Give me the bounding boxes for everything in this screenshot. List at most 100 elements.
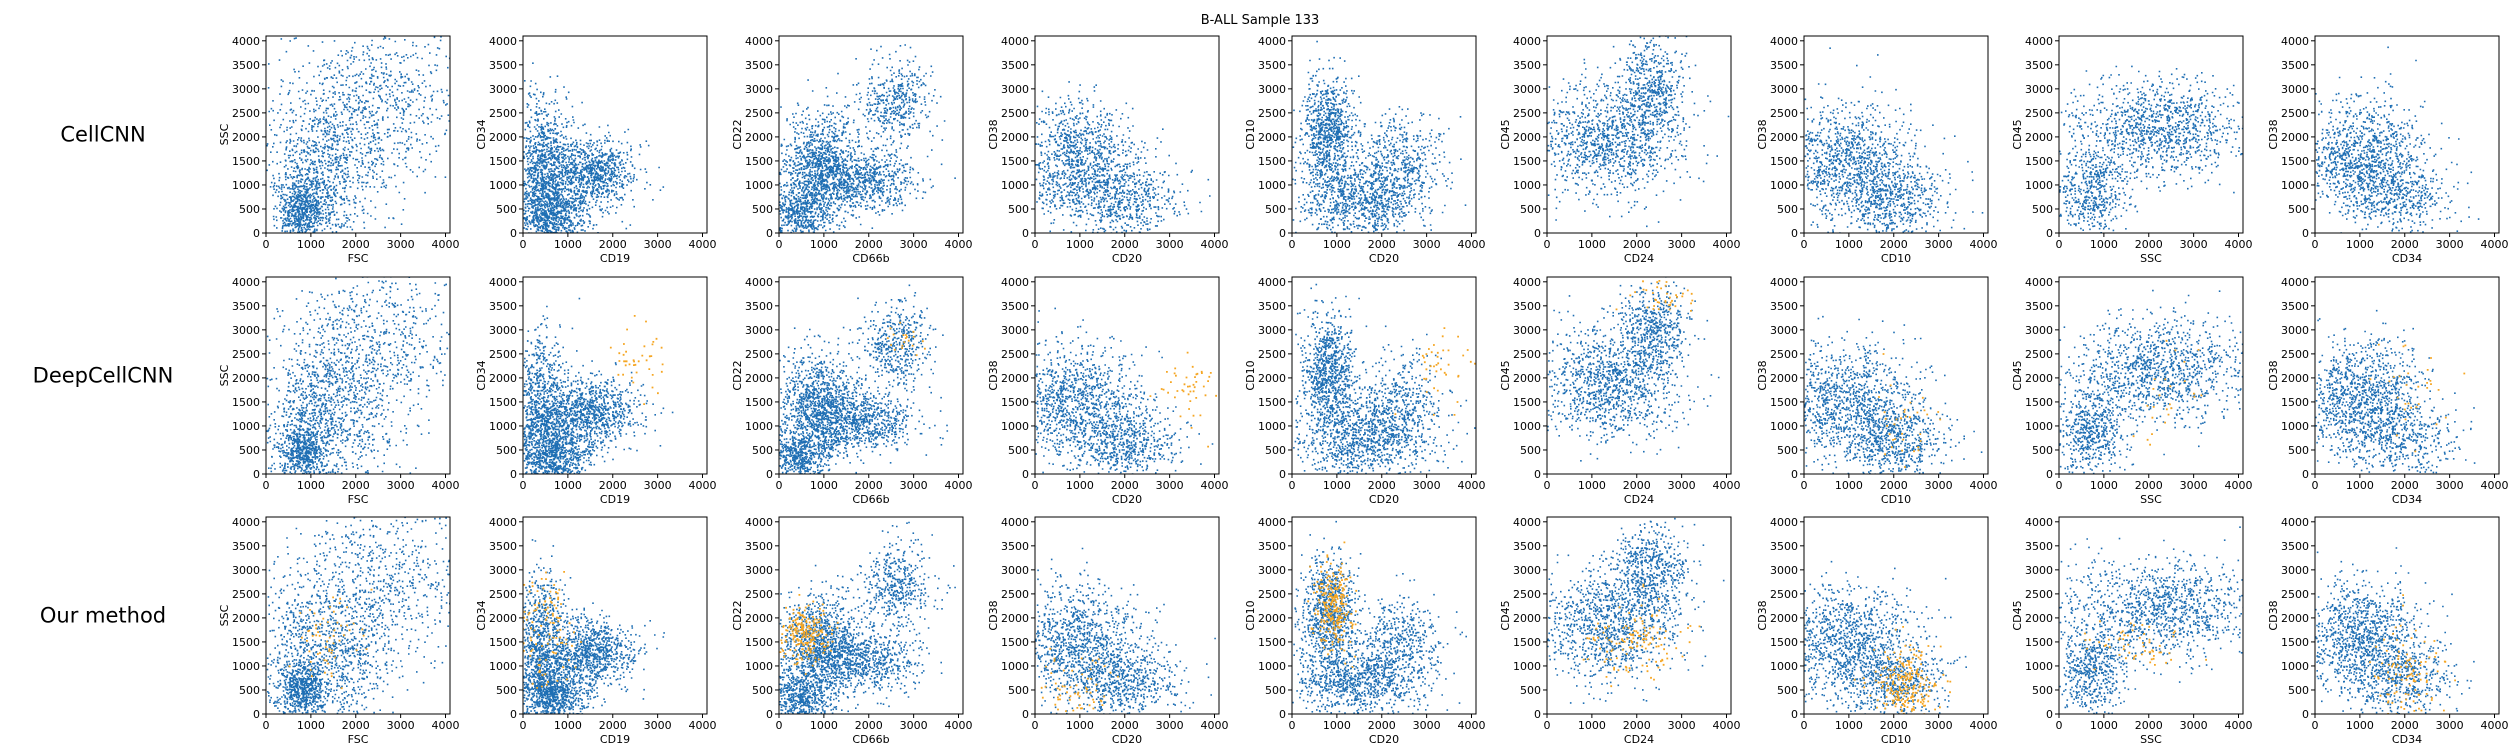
y-tick-label: 1000 bbox=[232, 660, 260, 673]
y-axis-label: CD22 bbox=[731, 360, 744, 390]
x-tick-label: 3000 bbox=[1668, 238, 1696, 251]
x-tick-label: 0 bbox=[520, 719, 527, 732]
y-tick-label: 500 bbox=[496, 444, 517, 457]
population-points bbox=[266, 0, 503, 234]
y-tick-label: 1500 bbox=[1001, 155, 1029, 168]
scatter-panel-r2-c7: 0 1000 2000 3000 400005001000150020002500300… bbox=[2011, 516, 2310, 746]
x-tick-label: 1000 bbox=[554, 479, 582, 492]
x-axis-label: FSC bbox=[348, 733, 369, 746]
y-tick-label: 3000 bbox=[1513, 83, 1541, 96]
x-tick-label: 0 bbox=[776, 238, 783, 251]
y-tick-label: 2500 bbox=[2281, 348, 2309, 361]
y-tick-label: 1500 bbox=[232, 396, 260, 409]
y-axis-label: CD38 bbox=[1756, 600, 1769, 630]
y-tick-label: 2500 bbox=[489, 107, 517, 120]
y-tick-label: 1000 bbox=[1513, 179, 1541, 192]
x-axis-label: SSC bbox=[2140, 733, 2162, 746]
y-tick-label: 0 bbox=[766, 468, 773, 481]
x-tick-label: 4000 bbox=[1970, 719, 1998, 732]
y-tick-label: 1500 bbox=[1001, 636, 1029, 649]
y-tick-label: 4000 bbox=[745, 516, 773, 529]
y-tick-label: 2000 bbox=[1001, 131, 1029, 144]
y-tick-label: 1500 bbox=[2281, 636, 2309, 649]
y-tick-label: 1000 bbox=[2281, 420, 2309, 433]
y-tick-label: 1500 bbox=[1770, 636, 1798, 649]
y-tick-label: 0 bbox=[2046, 708, 2053, 721]
y-tick-label: 1000 bbox=[2281, 660, 2309, 673]
y-tick-label: 3500 bbox=[745, 540, 773, 553]
axes-frame bbox=[1035, 277, 1219, 474]
scatter-points bbox=[779, 44, 956, 234]
y-tick-label: 1000 bbox=[1001, 660, 1029, 673]
y-tick-label: 1000 bbox=[489, 179, 517, 192]
y-tick-label: 500 bbox=[752, 444, 773, 457]
y-tick-label: 3500 bbox=[2025, 300, 2053, 313]
x-axis-label: CD66b bbox=[852, 493, 889, 506]
scatter-points bbox=[1547, 249, 1719, 462]
x-tick-label: 2000 bbox=[599, 719, 627, 732]
x-tick-label: 0 bbox=[2312, 479, 2319, 492]
x-tick-label: 0 bbox=[1544, 479, 1551, 492]
y-tick-label: 500 bbox=[2288, 684, 2309, 697]
y-tick-label: 1500 bbox=[1513, 396, 1541, 409]
y-tick-label: 3000 bbox=[232, 83, 260, 96]
scatter-panel-r1-c8: 0 1000 2000 3000 400005001000150020002500300… bbox=[2267, 276, 2509, 506]
population-points bbox=[1804, 561, 1967, 716]
highlighted-points bbox=[1150, 352, 1223, 448]
y-tick-label: 2000 bbox=[2025, 131, 2053, 144]
highlighted-points bbox=[610, 315, 664, 405]
y-tick-label: 1500 bbox=[232, 155, 260, 168]
y-tick-label: 500 bbox=[1777, 203, 1798, 216]
y-tick-label: 3000 bbox=[232, 324, 260, 337]
y-tick-label: 1000 bbox=[2025, 179, 2053, 192]
x-tick-label: 2000 bbox=[1880, 479, 1908, 492]
population-points bbox=[1547, 249, 1719, 462]
y-tick-label: 500 bbox=[2288, 444, 2309, 457]
y-tick-label: 2500 bbox=[1513, 588, 1541, 601]
scatter-panel-r2-c8: 0 1000 2000 3000 400005001000150020002500300… bbox=[2267, 516, 2509, 748]
y-tick-label: 2500 bbox=[2025, 588, 2053, 601]
y-tick-label: 4000 bbox=[489, 35, 517, 48]
y-tick-label: 3000 bbox=[745, 83, 773, 96]
y-tick-label: 0 bbox=[253, 468, 260, 481]
scatter-points bbox=[266, 0, 503, 234]
scatter-points bbox=[769, 522, 956, 716]
population-points bbox=[523, 298, 673, 476]
scatter-points bbox=[1293, 245, 1480, 476]
x-tick-label: 0 bbox=[520, 479, 527, 492]
population-points bbox=[523, 539, 665, 715]
y-tick-label: 2500 bbox=[232, 107, 260, 120]
population-points bbox=[266, 192, 518, 476]
x-tick-label: 4000 bbox=[1201, 719, 1229, 732]
y-tick-label: 500 bbox=[1008, 444, 1029, 457]
x-tick-label: 0 bbox=[263, 238, 270, 251]
population-points bbox=[779, 44, 956, 234]
x-tick-label: 2000 bbox=[599, 479, 627, 492]
x-tick-label: 1000 bbox=[2346, 479, 2374, 492]
y-tick-label: 1000 bbox=[745, 660, 773, 673]
x-tick-label: 4000 bbox=[1713, 719, 1741, 732]
y-tick-label: 3500 bbox=[2281, 300, 2309, 313]
y-tick-label: 3500 bbox=[2281, 540, 2309, 553]
y-axis-label: CD38 bbox=[987, 360, 1000, 390]
y-axis-label: CD34 bbox=[475, 119, 488, 149]
x-tick-label: 2000 bbox=[342, 719, 370, 732]
x-tick-label: 3000 bbox=[387, 719, 415, 732]
y-tick-label: 500 bbox=[1520, 203, 1541, 216]
x-tick-label: 4000 bbox=[689, 238, 717, 251]
x-tick-label: 4000 bbox=[2225, 238, 2253, 251]
y-tick-label: 2500 bbox=[2281, 107, 2309, 120]
y-tick-label: 3500 bbox=[745, 300, 773, 313]
scatter-points bbox=[266, 192, 518, 476]
y-tick-label: 2500 bbox=[1258, 588, 1286, 601]
x-axis-label: CD10 bbox=[1881, 252, 1911, 265]
y-tick-label: 0 bbox=[1279, 708, 1286, 721]
y-tick-label: 1500 bbox=[2025, 396, 2053, 409]
y-tick-label: 500 bbox=[1265, 444, 1286, 457]
y-tick-label: 0 bbox=[2302, 468, 2309, 481]
x-tick-label: 2000 bbox=[1111, 238, 1139, 251]
x-tick-label: 1000 bbox=[810, 479, 838, 492]
x-tick-label: 2000 bbox=[2391, 238, 2419, 251]
y-tick-label: 1500 bbox=[2281, 155, 2309, 168]
scatter-points bbox=[2059, 290, 2294, 475]
